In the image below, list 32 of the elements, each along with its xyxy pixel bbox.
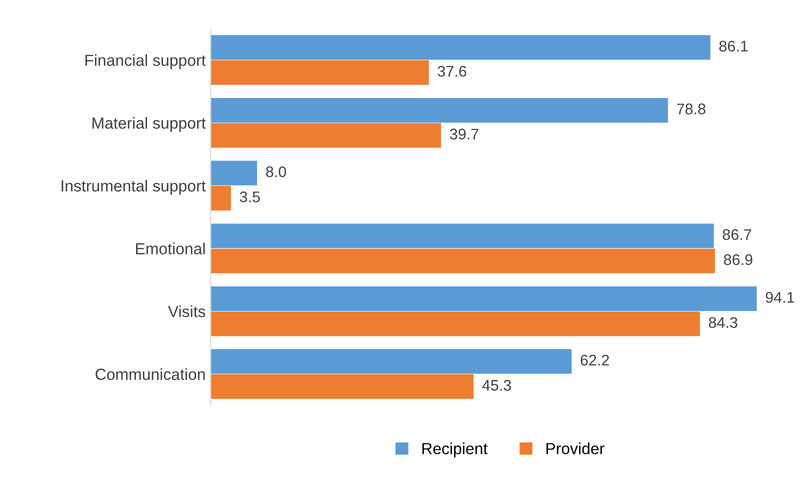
legend-label: Provider	[546, 442, 604, 454]
y-tick-label: Visits	[168, 305, 206, 318]
bar	[210, 311, 700, 336]
data-label: 45.3	[482, 380, 511, 391]
bar	[210, 35, 710, 60]
legend-label: Recipient	[422, 442, 488, 458]
bar	[210, 248, 715, 274]
data-label: 39.7	[450, 128, 478, 140]
bar	[210, 286, 757, 311]
data-label: 8.0	[266, 166, 286, 178]
bar	[210, 349, 572, 374]
data-label: 84.3	[708, 317, 738, 328]
data-label: 78.8	[677, 104, 706, 114]
data-label: 86.9	[724, 254, 752, 266]
data-label: 86.7	[722, 229, 752, 240]
bar	[210, 98, 668, 123]
y-tick-label: Financial support	[85, 54, 206, 70]
bar	[210, 224, 714, 248]
y-tick-label: Emotional	[136, 242, 205, 254]
y-tick-label: Instrumental support	[62, 180, 206, 195]
y-tick-label: Communication	[96, 368, 205, 380]
data-label: 62.2	[580, 354, 609, 366]
data-label: 94.1	[766, 292, 794, 303]
bar	[210, 160, 258, 186]
data-label: 37.6	[438, 66, 466, 77]
y-tick-label: Material support	[92, 117, 206, 132]
bar	[210, 374, 474, 399]
bar	[210, 186, 231, 211]
data-label: 86.1	[719, 40, 748, 52]
bar	[210, 60, 429, 85]
bar	[210, 123, 442, 148]
data-label: 3.5	[240, 191, 260, 202]
